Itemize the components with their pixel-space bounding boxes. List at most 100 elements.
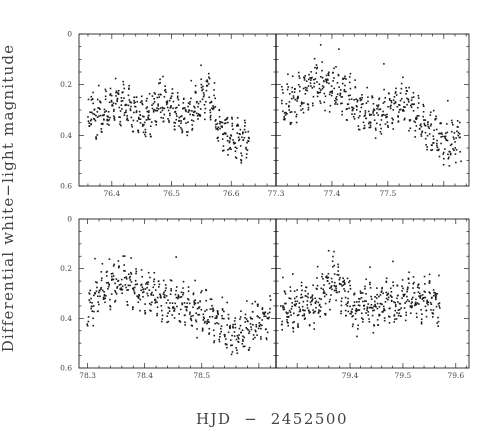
data-point xyxy=(211,315,214,318)
data-point xyxy=(217,322,220,325)
data-point xyxy=(430,309,432,311)
data-point xyxy=(301,305,304,308)
data-point xyxy=(392,118,394,121)
data-point xyxy=(148,118,151,121)
data-point xyxy=(100,288,102,291)
data-point xyxy=(193,301,196,304)
data-point xyxy=(420,308,422,311)
data-point xyxy=(386,294,388,296)
data-point xyxy=(380,133,383,135)
data-point xyxy=(318,297,321,300)
data-point xyxy=(161,109,164,112)
data-point xyxy=(424,119,427,121)
data-point xyxy=(173,310,176,312)
data-point xyxy=(234,146,237,149)
data-point xyxy=(243,128,246,131)
data-point xyxy=(107,110,110,113)
data-point xyxy=(197,118,199,120)
data-point xyxy=(365,102,368,104)
data-point xyxy=(401,290,403,292)
data-point xyxy=(346,305,349,307)
x-tick-label: 79.5 xyxy=(395,371,412,380)
data-point xyxy=(88,299,91,301)
data-point xyxy=(415,116,418,119)
data-point xyxy=(118,284,121,286)
data-point xyxy=(133,99,135,102)
data-point xyxy=(261,319,264,321)
data-point xyxy=(109,298,111,301)
data-point xyxy=(342,284,345,286)
data-point xyxy=(308,312,311,314)
data-point xyxy=(378,295,380,298)
data-point xyxy=(435,298,437,301)
data-point xyxy=(209,315,211,318)
data-point xyxy=(394,304,397,306)
data-point xyxy=(383,308,385,310)
data-point xyxy=(455,137,457,139)
data-point xyxy=(221,138,224,140)
data-point xyxy=(347,103,350,105)
data-point xyxy=(369,266,371,268)
data-point xyxy=(340,312,342,315)
data-point xyxy=(182,102,185,104)
data-point xyxy=(396,297,398,300)
data-point xyxy=(313,82,316,85)
data-point xyxy=(148,92,151,95)
data-point xyxy=(225,122,227,124)
data-point xyxy=(120,104,123,106)
data-point xyxy=(90,99,93,101)
data-point xyxy=(148,289,151,291)
data-point xyxy=(209,102,211,104)
data-point xyxy=(360,296,363,299)
data-point xyxy=(89,289,92,292)
data-point xyxy=(412,96,415,98)
data-point xyxy=(236,352,239,355)
data-point xyxy=(436,139,438,142)
data-point xyxy=(114,289,116,292)
data-point xyxy=(209,308,212,310)
data-point xyxy=(368,121,371,123)
data-point xyxy=(427,123,429,126)
data-point xyxy=(367,311,370,313)
data-point xyxy=(330,285,333,287)
data-point xyxy=(203,321,206,324)
data-point xyxy=(122,83,125,86)
data-point xyxy=(343,282,346,284)
x-tick-label: 77.5 xyxy=(380,189,397,198)
data-point xyxy=(335,95,338,98)
data-point xyxy=(371,307,374,309)
data-point xyxy=(96,116,99,119)
data-point xyxy=(219,336,221,338)
data-point xyxy=(348,98,351,101)
data-point xyxy=(309,311,311,313)
data-point xyxy=(309,301,312,303)
data-point xyxy=(204,111,206,114)
data-point xyxy=(417,102,420,104)
data-point xyxy=(199,114,201,117)
data-point xyxy=(287,315,290,318)
data-point xyxy=(92,305,95,307)
data-point xyxy=(387,126,389,128)
data-point xyxy=(157,93,160,96)
data-point xyxy=(110,279,113,281)
data-point xyxy=(406,97,408,100)
data-point xyxy=(252,323,254,326)
data-point xyxy=(378,98,380,101)
data-point xyxy=(117,260,120,262)
data-point xyxy=(388,99,391,101)
data-point xyxy=(369,283,371,286)
data-point xyxy=(101,289,104,292)
data-point xyxy=(440,122,442,124)
data-point xyxy=(134,279,137,282)
data-point xyxy=(382,110,384,113)
panel-bottom-right: 79.4 79.5 79.6 xyxy=(275,218,470,380)
data-point xyxy=(314,297,317,300)
x-tick-label: 76.5 xyxy=(163,189,180,198)
data-point xyxy=(170,105,172,107)
data-point xyxy=(281,323,283,326)
data-point xyxy=(307,296,309,299)
data-point xyxy=(317,301,320,304)
data-point xyxy=(286,112,288,115)
data-point xyxy=(236,117,239,119)
data-point xyxy=(281,329,283,331)
